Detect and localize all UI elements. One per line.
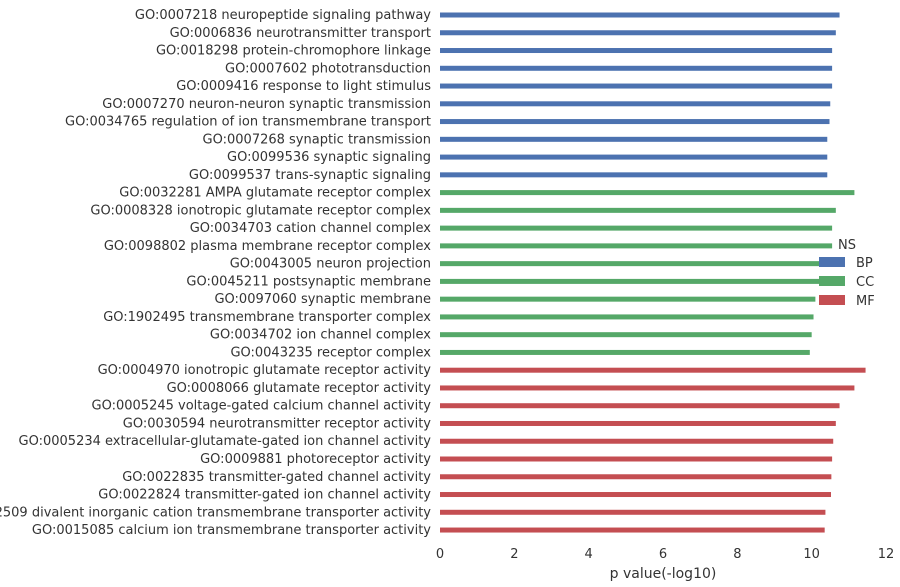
- legend-items: BP CC MF: [819, 256, 875, 309]
- category-label-8: GO:0007268 synaptic transmission: [203, 132, 431, 147]
- bar-7: [440, 119, 830, 125]
- x-tick-label-12: 12: [878, 547, 895, 562]
- legend-label-mf: MF: [856, 294, 875, 309]
- bar-18: [440, 314, 814, 320]
- category-label-24: GO:0030594 neurotransmitter receptor act…: [123, 416, 432, 431]
- bar-15: [440, 261, 829, 267]
- x-tick-label-8: 8: [733, 547, 741, 562]
- bar-6: [440, 101, 831, 107]
- bar-27: [440, 474, 832, 480]
- category-label-18: GO:1902495 transmembrane transporter com…: [103, 310, 431, 325]
- bar-19: [440, 332, 812, 338]
- bar-21: [440, 367, 866, 373]
- bars-group: [440, 12, 866, 533]
- category-label-2: GO:0006836 neurotransmitter transport: [170, 26, 431, 41]
- category-label-22: GO:0008066 glutamate receptor activity: [167, 381, 432, 396]
- category-label-14: GO:0098802 plasma membrane receptor comp…: [104, 239, 431, 254]
- bar-28: [440, 492, 831, 498]
- bar-17: [440, 296, 816, 302]
- bar-20: [440, 349, 810, 355]
- x-axis-label: p value(-log10): [610, 566, 717, 582]
- x-axis: 0 2 4 6 8 10 12: [436, 547, 894, 562]
- legend-label-bp: BP: [856, 256, 873, 271]
- legend-title: NS: [838, 238, 856, 253]
- category-label-10: GO:0099537 trans-synaptic signaling: [189, 168, 431, 183]
- category-label-5: GO:0009416 response to light stimulus: [176, 79, 431, 94]
- legend-label-cc: CC: [856, 275, 874, 290]
- category-label-27: GO:0022835 transmitter-gated channel act…: [122, 470, 431, 485]
- bar-26: [440, 456, 833, 462]
- x-tick-label-10: 10: [803, 547, 820, 562]
- category-label-1: GO:0007218 neuropeptide signaling pathwa…: [135, 8, 431, 23]
- bar-12: [440, 207, 836, 213]
- bar-29: [440, 509, 826, 515]
- bar-25: [440, 438, 834, 444]
- category-label-28: GO:0022824 transmitter-gated ion channel…: [98, 488, 431, 503]
- bar-16: [440, 278, 820, 284]
- bar-11: [440, 190, 855, 196]
- category-label-12: GO:0008328 ionotropic glutamate receptor…: [90, 203, 431, 218]
- bar-24: [440, 420, 836, 426]
- category-label-16: GO:0045211 postsynaptic membrane: [186, 274, 431, 289]
- category-label-20: GO:0043235 receptor complex: [230, 345, 431, 360]
- category-label-25: GO:0005234 extracellular-glutamate-gated…: [19, 434, 432, 449]
- x-tick-label-6: 6: [659, 547, 667, 562]
- category-label-26: GO:0009881 photoreceptor activity: [200, 452, 431, 467]
- x-tick-label-2: 2: [510, 547, 518, 562]
- category-label-11: GO:0032281 AMPA glutamate receptor compl…: [119, 186, 431, 201]
- category-labels-group: GO:0007218 neuropeptide signaling pathwa…: [0, 8, 431, 538]
- category-label-29: GO:0072509 divalent inorganic cation tra…: [0, 505, 431, 520]
- bar-3: [440, 48, 833, 54]
- bar-13: [440, 225, 833, 231]
- category-label-17: GO:0097060 synaptic membrane: [214, 292, 431, 307]
- category-label-3: GO:0018298 protein-chromophore linkage: [156, 44, 431, 59]
- bar-2: [440, 30, 836, 36]
- bar-14: [440, 243, 833, 249]
- bar-1: [440, 12, 840, 18]
- category-label-7: GO:0034765 regulation of ion transmembra…: [65, 115, 431, 130]
- category-label-23: GO:0005245 voltage-gated calcium channel…: [92, 399, 432, 414]
- category-label-15: GO:0043005 neuron projection: [230, 257, 431, 272]
- legend: NS BP CC MF: [819, 238, 875, 309]
- category-label-21: GO:0004970 ionotropic glutamate receptor…: [98, 363, 432, 378]
- legend-swatch-cc: [819, 276, 845, 286]
- category-label-30: GO:0015085 calcium ion transmembrane tra…: [32, 523, 431, 538]
- bar-22: [440, 385, 855, 391]
- legend-swatch-mf: [819, 295, 845, 305]
- bar-23: [440, 403, 840, 409]
- category-label-19: GO:0034702 ion channel complex: [210, 328, 431, 343]
- category-label-4: GO:0007602 phototransduction: [225, 61, 431, 76]
- category-label-9: GO:0099536 synaptic signaling: [227, 150, 431, 165]
- legend-swatch-bp: [819, 257, 845, 267]
- category-label-6: GO:0007270 neuron-neuron synaptic transm…: [102, 97, 431, 112]
- bar-30: [440, 527, 825, 533]
- category-label-13: GO:0034703 cation channel complex: [190, 221, 432, 236]
- bar-10: [440, 172, 828, 178]
- bar-5: [440, 83, 833, 89]
- bar-9: [440, 154, 828, 160]
- bar-8: [440, 136, 828, 142]
- bar-4: [440, 65, 833, 71]
- x-tick-label-0: 0: [436, 547, 444, 562]
- x-tick-label-4: 4: [585, 547, 593, 562]
